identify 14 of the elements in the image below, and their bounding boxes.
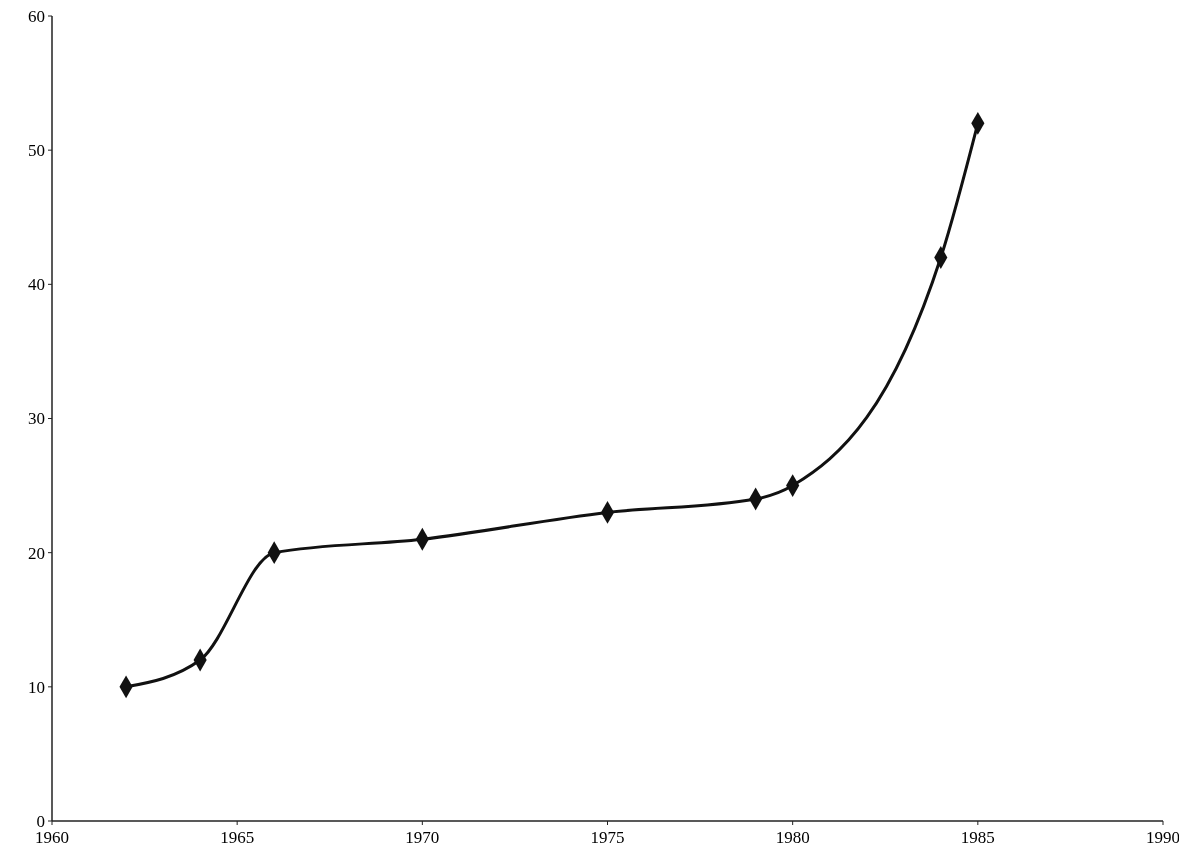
x-tick-label: 1980 bbox=[775, 828, 810, 847]
x-tick-label: 1985 bbox=[960, 828, 995, 847]
x-tick-label: 1970 bbox=[405, 828, 440, 847]
y-tick-label: 30 bbox=[28, 409, 45, 429]
y-tick-label: 40 bbox=[28, 275, 45, 295]
x-tick-label: 1965 bbox=[220, 828, 255, 847]
y-tick-label: 0 bbox=[36, 811, 45, 831]
x-tick-label: 1960 bbox=[35, 828, 69, 847]
x-tick-label: 1990 bbox=[1146, 828, 1179, 847]
y-tick-label: 60 bbox=[28, 6, 45, 26]
y-tick-label: 20 bbox=[28, 543, 45, 563]
y-tick-label: 10 bbox=[28, 677, 45, 697]
y-tick-label: 50 bbox=[28, 141, 45, 161]
x-tick-label: 1975 bbox=[590, 828, 625, 847]
